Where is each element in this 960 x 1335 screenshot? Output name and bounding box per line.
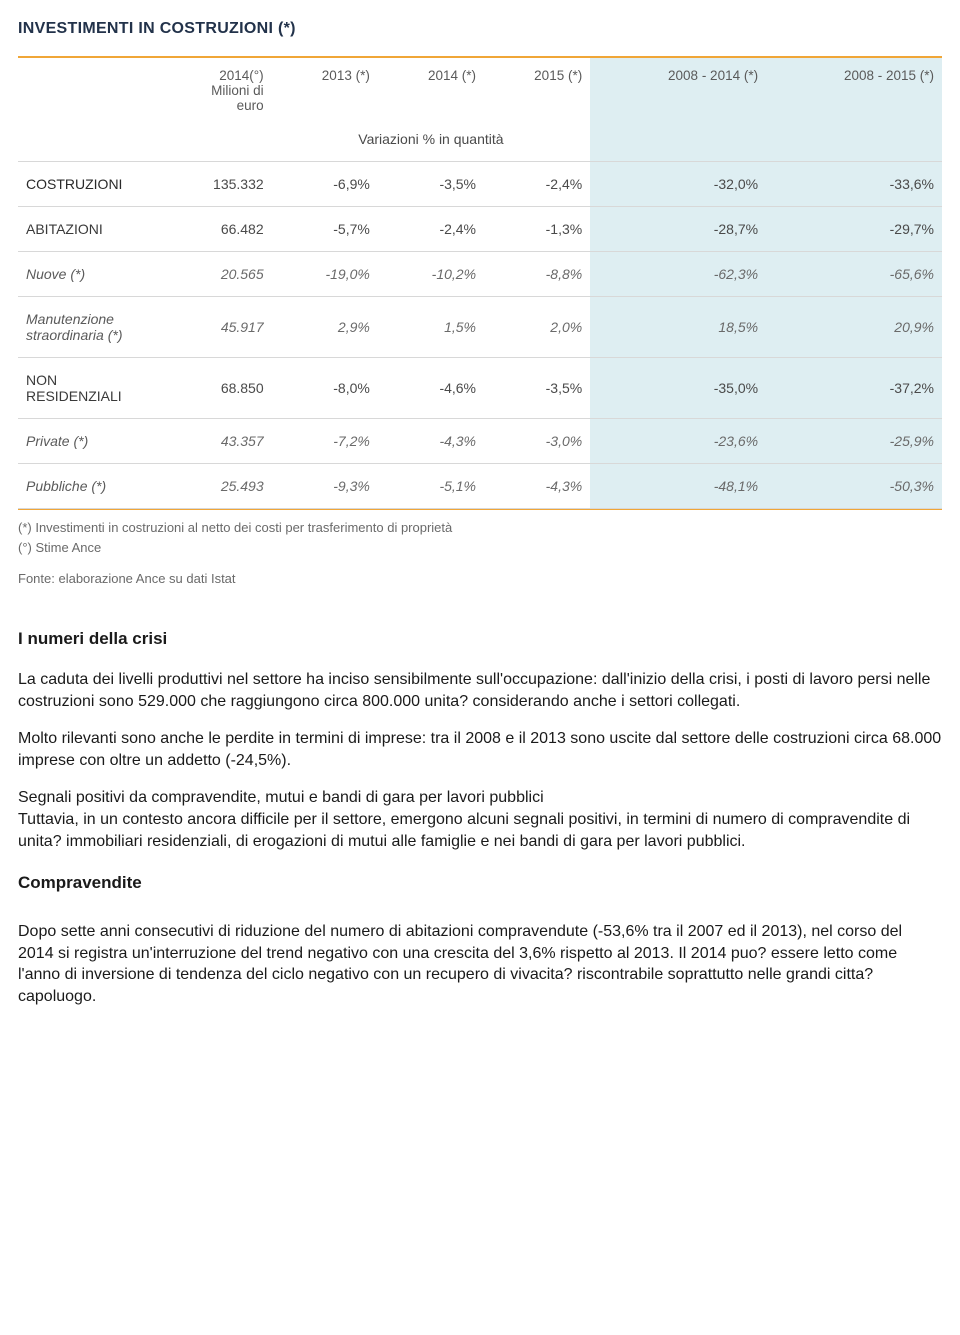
paragraph-2: Molto rilevanti sono anche le perdite in… — [18, 728, 942, 771]
cell: -4,6% — [378, 358, 484, 419]
cell: 2,9% — [272, 297, 378, 358]
col-year-2008-2015: 2008 - 2015 (*) — [766, 58, 942, 117]
row-name: Manutenzione straordinaria (*) — [18, 297, 158, 358]
row-name: Pubbliche (*) — [18, 464, 158, 509]
cell: 45.917 — [158, 297, 272, 358]
row-name: NON RESIDENZIALI — [18, 358, 158, 419]
paragraph-5: Dopo sette anni consecutivi di riduzione… — [18, 921, 942, 1007]
cell: -8,0% — [272, 358, 378, 419]
cell: -25,9% — [766, 419, 942, 464]
cell: -5,7% — [272, 207, 378, 252]
table-row: COSTRUZIONI135.332-6,9%-3,5%-2,4%-32,0%-… — [18, 162, 942, 207]
cell: -23,6% — [590, 419, 766, 464]
source-line: Fonte: elaborazione Ance su dati Istat — [18, 571, 942, 586]
col-2014-amount-line2: Milioni di — [166, 83, 264, 98]
col-year-2008-2014: 2008 - 2014 (*) — [590, 58, 766, 117]
cell: 20,9% — [766, 297, 942, 358]
col-2014-amount-line1: 2014(°) — [166, 68, 264, 83]
cell: -3,5% — [378, 162, 484, 207]
cell: -4,3% — [378, 419, 484, 464]
table-title: INVESTIMENTI IN COSTRUZIONI (*) — [18, 20, 942, 38]
paragraph-1: La caduta dei livelli produttivi nel set… — [18, 669, 942, 712]
paragraph-3: Segnali positivi da compravendite, mutui… — [18, 787, 942, 852]
cell: 18,5% — [590, 297, 766, 358]
cell: -3,0% — [484, 419, 590, 464]
cell: -35,0% — [590, 358, 766, 419]
cell: -2,4% — [484, 162, 590, 207]
cell: 25.493 — [158, 464, 272, 509]
heading-compravendite: Compravendite — [18, 872, 942, 895]
cell: -19,0% — [272, 252, 378, 297]
cell: -33,6% — [766, 162, 942, 207]
cell: -6,9% — [272, 162, 378, 207]
cell: -9,3% — [272, 464, 378, 509]
cell: -29,7% — [766, 207, 942, 252]
cell: 20.565 — [158, 252, 272, 297]
table-row: Nuove (*)20.565-19,0%-10,2%-8,8%-62,3%-6… — [18, 252, 942, 297]
cell: -10,2% — [378, 252, 484, 297]
cell: 2,0% — [484, 297, 590, 358]
cell: -5,1% — [378, 464, 484, 509]
cell: -2,4% — [378, 207, 484, 252]
table-row: Pubbliche (*)25.493-9,3%-5,1%-4,3%-48,1%… — [18, 464, 942, 509]
footnote-2: (°) Stime Ance — [18, 538, 942, 558]
cell: -3,5% — [484, 358, 590, 419]
cell: -48,1% — [590, 464, 766, 509]
table-row: Private (*)43.357-7,2%-4,3%-3,0%-23,6%-2… — [18, 419, 942, 464]
footnotes: (*) Investimenti in costruzioni al netto… — [18, 518, 942, 557]
cell: 1,5% — [378, 297, 484, 358]
table-row: Manutenzione straordinaria (*)45.9172,9%… — [18, 297, 942, 358]
heading-numeri-crisi: I numeri della crisi — [18, 628, 942, 651]
col-year-2015: 2015 (*) — [484, 58, 590, 117]
paragraph-3-line2: Tuttavia, in un contesto ancora difficil… — [18, 811, 910, 850]
cell: 43.357 — [158, 419, 272, 464]
row-name: ABITAZIONI — [18, 207, 158, 252]
cell: -37,2% — [766, 358, 942, 419]
cell: -50,3% — [766, 464, 942, 509]
cell: -4,3% — [484, 464, 590, 509]
cell: -62,3% — [590, 252, 766, 297]
cell: -28,7% — [590, 207, 766, 252]
footnote-1: (*) Investimenti in costruzioni al netto… — [18, 518, 942, 538]
cell: 68.850 — [158, 358, 272, 419]
col-year-2013: 2013 (*) — [272, 58, 378, 117]
row-name: COSTRUZIONI — [18, 162, 158, 207]
col-year-2014: 2014 (*) — [378, 58, 484, 117]
table-row: ABITAZIONI66.482-5,7%-2,4%-1,3%-28,7%-29… — [18, 207, 942, 252]
cell: -32,0% — [590, 162, 766, 207]
cell: -65,6% — [766, 252, 942, 297]
col-2014-amount-line3: euro — [166, 98, 264, 113]
cell: -8,8% — [484, 252, 590, 297]
cell: -1,3% — [484, 207, 590, 252]
subheader-variazioni: Variazioni % in quantità — [272, 117, 591, 162]
row-name: Nuove (*) — [18, 252, 158, 297]
table-row: NON RESIDENZIALI68.850-8,0%-4,6%-3,5%-35… — [18, 358, 942, 419]
row-name: Private (*) — [18, 419, 158, 464]
cell: -7,2% — [272, 419, 378, 464]
paragraph-3-line1: Segnali positivi da compravendite, mutui… — [18, 789, 544, 806]
cell: 135.332 — [158, 162, 272, 207]
investimenti-table: 2014(°) Milioni di euro 2013 (*) 2014 (*… — [18, 58, 942, 509]
cell: 66.482 — [158, 207, 272, 252]
orange-rule-bottom — [18, 509, 942, 510]
